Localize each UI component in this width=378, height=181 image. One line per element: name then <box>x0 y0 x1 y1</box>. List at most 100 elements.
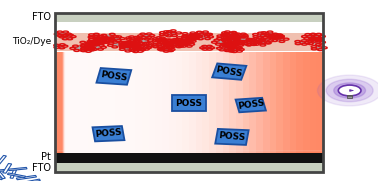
Ellipse shape <box>161 47 168 49</box>
Bar <box>55 130 323 151</box>
Bar <box>55 145 323 151</box>
Bar <box>67 51 256 153</box>
Ellipse shape <box>84 42 93 46</box>
Ellipse shape <box>143 35 150 37</box>
Ellipse shape <box>133 42 140 45</box>
Ellipse shape <box>113 37 120 40</box>
Bar <box>55 153 323 163</box>
Bar <box>55 62 323 151</box>
Bar <box>55 88 323 151</box>
Bar <box>55 87 323 151</box>
Bar <box>64 51 169 153</box>
Bar <box>55 33 323 51</box>
Bar <box>55 136 323 151</box>
Bar <box>55 138 323 151</box>
Circle shape <box>334 83 366 98</box>
Circle shape <box>339 85 360 96</box>
Ellipse shape <box>299 41 305 44</box>
Bar <box>55 121 323 151</box>
Bar <box>55 54 323 150</box>
Ellipse shape <box>243 41 251 44</box>
Ellipse shape <box>232 48 239 51</box>
Polygon shape <box>93 126 124 141</box>
Bar <box>55 70 323 151</box>
Bar <box>55 79 323 151</box>
Bar <box>55 94 323 151</box>
Bar <box>55 76 323 151</box>
Ellipse shape <box>90 43 95 45</box>
Bar <box>55 131 323 151</box>
Ellipse shape <box>130 37 136 40</box>
Bar <box>55 141 323 151</box>
Bar <box>65 51 203 153</box>
Polygon shape <box>3 163 12 173</box>
Bar <box>62 51 68 153</box>
Ellipse shape <box>265 33 273 36</box>
Bar <box>55 83 323 151</box>
Bar <box>67 51 283 153</box>
Polygon shape <box>215 129 249 145</box>
Bar <box>64 51 129 153</box>
Ellipse shape <box>124 43 131 46</box>
Bar <box>64 51 162 153</box>
Bar <box>68 51 296 153</box>
Ellipse shape <box>220 36 227 38</box>
Bar <box>55 85 323 151</box>
Ellipse shape <box>127 44 134 46</box>
Bar <box>55 66 323 151</box>
Ellipse shape <box>113 43 121 46</box>
Bar <box>55 139 323 151</box>
Ellipse shape <box>273 35 279 38</box>
Bar <box>63 51 122 153</box>
Ellipse shape <box>98 39 106 42</box>
Bar <box>55 90 323 151</box>
Bar <box>55 127 323 151</box>
Bar <box>63 51 108 153</box>
Ellipse shape <box>85 47 91 49</box>
Ellipse shape <box>257 34 265 37</box>
Ellipse shape <box>172 42 180 45</box>
Bar <box>55 67 323 151</box>
Bar <box>55 132 323 151</box>
Bar <box>55 113 323 151</box>
Bar <box>66 51 229 153</box>
Bar <box>55 92 323 151</box>
Ellipse shape <box>183 43 190 46</box>
Circle shape <box>326 79 373 102</box>
Ellipse shape <box>124 47 133 50</box>
Polygon shape <box>96 68 131 85</box>
Bar <box>55 110 323 151</box>
Bar <box>55 118 323 151</box>
Bar <box>55 111 323 151</box>
Bar <box>63 51 115 153</box>
Bar <box>55 124 323 151</box>
Ellipse shape <box>76 47 84 50</box>
Ellipse shape <box>228 49 233 50</box>
Polygon shape <box>8 167 27 171</box>
Bar <box>67 51 276 153</box>
Bar <box>68 51 303 153</box>
Bar <box>55 149 323 152</box>
Ellipse shape <box>139 39 148 43</box>
Bar <box>65 51 189 153</box>
Ellipse shape <box>231 44 239 47</box>
Bar <box>55 104 323 151</box>
Circle shape <box>318 75 378 106</box>
Ellipse shape <box>204 47 210 49</box>
Bar <box>55 13 323 172</box>
Bar <box>55 72 323 151</box>
Bar <box>55 148 323 152</box>
Ellipse shape <box>64 36 71 38</box>
Bar <box>55 74 323 151</box>
Bar <box>65 51 175 153</box>
Ellipse shape <box>100 38 108 41</box>
Ellipse shape <box>96 41 102 43</box>
Bar <box>55 163 323 172</box>
Polygon shape <box>0 169 5 172</box>
Polygon shape <box>212 63 246 80</box>
Bar <box>55 144 323 151</box>
Ellipse shape <box>156 38 162 40</box>
Ellipse shape <box>164 48 170 50</box>
Text: POSS: POSS <box>100 70 128 83</box>
Ellipse shape <box>226 44 233 46</box>
